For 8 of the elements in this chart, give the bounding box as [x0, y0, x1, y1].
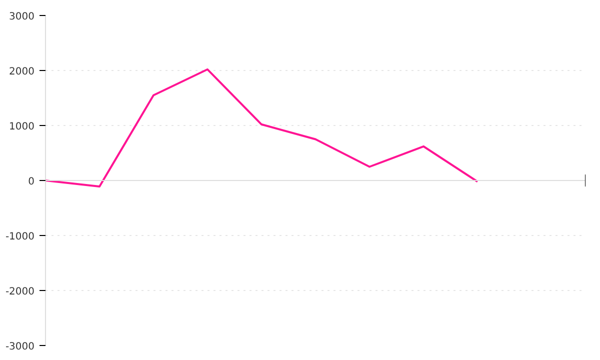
y-tick-label: 2000 [9, 66, 35, 78]
y-tick-label: 3000 [9, 12, 35, 22]
y-tick-label: -1000 [5, 232, 35, 242]
y-tick-label: -2000 [5, 286, 35, 298]
line-series [46, 68, 478, 188]
y-tick-label: 0 [28, 176, 35, 188]
y-tick-label: -3000 [5, 342, 35, 352]
y-tick-label: 1000 [9, 122, 35, 132]
